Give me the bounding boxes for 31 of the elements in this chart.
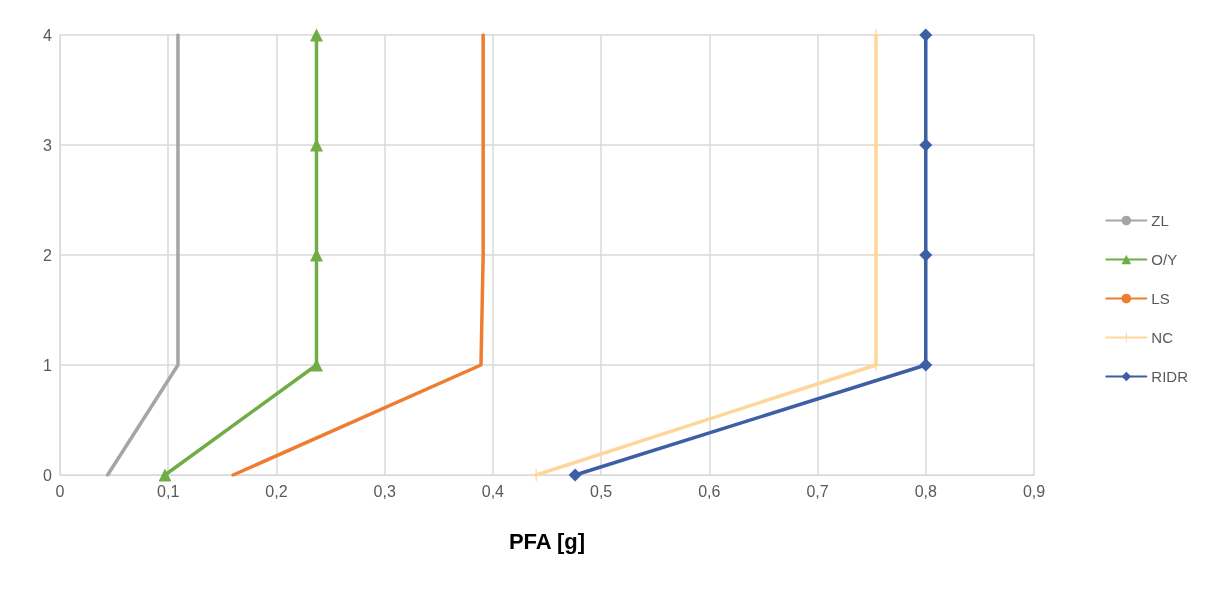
line-series — [105, 33, 180, 477]
x-tick-label: 0,3 — [373, 482, 396, 500]
y-tick-label: 1 — [43, 356, 53, 374]
point — [530, 469, 543, 481]
x-tick-label: 0,8 — [914, 482, 937, 500]
x-tick-label: 0,6 — [698, 482, 721, 500]
point — [919, 358, 933, 372]
x-tick-label: 0,7 — [806, 482, 829, 500]
y-tick-label: 0 — [43, 466, 53, 484]
line-series — [231, 33, 485, 477]
x-axis-title: PFA [g] — [508, 528, 586, 554]
x-tick-label: 0,9 — [1022, 482, 1046, 500]
y-tick-label: 4 — [43, 26, 53, 44]
legend-label: O/Y — [1151, 251, 1178, 268]
y-tick-label: 2 — [43, 246, 53, 264]
y-tick-label: 3 — [43, 136, 53, 154]
point — [568, 468, 582, 482]
point — [309, 28, 323, 42]
point — [158, 468, 172, 482]
x-tick-label: 0,4 — [481, 482, 505, 500]
point — [919, 28, 933, 42]
x-tick-label: 0 — [55, 482, 65, 500]
legend-label: RIDR — [1151, 368, 1189, 385]
x-tick-label: 0,1 — [157, 482, 180, 500]
legend-label: ZL — [1151, 212, 1169, 229]
point — [919, 248, 933, 262]
point — [919, 138, 933, 152]
x-tick-label: 0,5 — [589, 482, 613, 500]
legend-label: LS — [1151, 290, 1170, 307]
x-tick-label: 0,2 — [265, 482, 288, 500]
legend-label: NC — [1151, 329, 1174, 346]
